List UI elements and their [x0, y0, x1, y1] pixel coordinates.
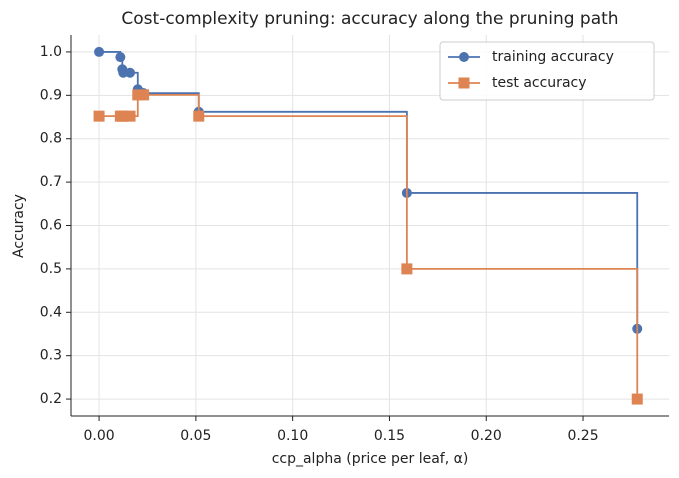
x-tick-label: 0.20: [471, 428, 502, 444]
legend-marker: [458, 77, 470, 89]
y-tick-label: 0.5: [40, 261, 62, 277]
series-line: [99, 93, 639, 400]
legend-label: training accuracy: [492, 49, 614, 65]
legend-box: [439, 41, 655, 101]
marker: [631, 393, 643, 405]
x-axis-label: ccp_alpha (price per leaf, α): [272, 451, 469, 467]
chart-title: Cost-complexity pruning: accuracy along …: [121, 9, 618, 29]
legend-label: test accuracy: [492, 75, 587, 91]
marker: [138, 89, 150, 101]
marker: [117, 110, 129, 122]
y-tick-label: 0.7: [40, 174, 62, 190]
y-tick-label: 0.8: [40, 131, 62, 147]
y-tick-label: 1.0: [40, 44, 62, 60]
x-tick-label: 0.15: [374, 428, 405, 444]
y-axis-label: Accuracy: [11, 194, 27, 258]
y-tick-label: 0.9: [40, 87, 62, 103]
marker: [193, 110, 205, 122]
x-tick-label: 0.10: [277, 428, 308, 444]
marker: [93, 110, 105, 122]
marker: [124, 110, 136, 122]
x-tick-label: 0.25: [567, 428, 598, 444]
y-tick-label: 0.4: [40, 304, 62, 320]
x-tick-label: 0.05: [180, 428, 211, 444]
marker: [94, 46, 105, 57]
marker: [401, 263, 413, 275]
marker: [125, 67, 136, 78]
y-tick-label: 0.2: [40, 391, 62, 407]
legend-marker: [459, 52, 469, 62]
legend: training accuracy test accuracy: [439, 41, 655, 101]
y-tick-label: 0.3: [40, 348, 62, 364]
marker: [132, 89, 144, 101]
x-tick-label: 0.00: [83, 428, 114, 444]
marker: [115, 52, 126, 63]
y-tick-label: 0.6: [40, 218, 62, 234]
